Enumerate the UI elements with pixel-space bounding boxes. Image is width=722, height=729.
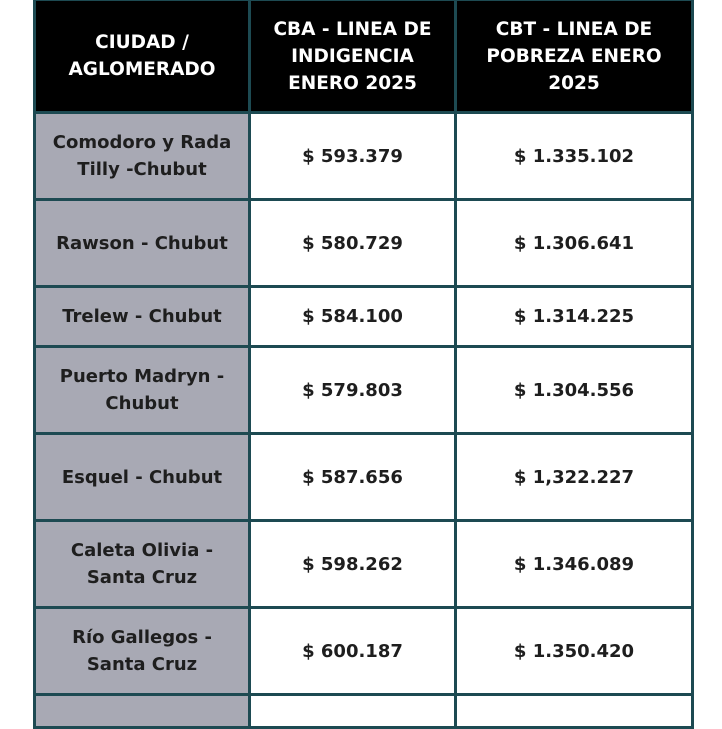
city-cell-empty (33, 693, 251, 729)
table-row-cutoff (33, 693, 694, 729)
header-row: CIUDAD / AGLOMERADO CBA - LINEA DE INDIG… (33, 0, 694, 114)
city-cell: Puerto Madryn - Chubut (33, 345, 251, 435)
cbt-cell: $ 1.335.102 (454, 111, 694, 201)
header-cba: CBA - LINEA DE INDIGENCIA ENERO 2025 (248, 0, 457, 114)
cba-cell: $ 579.803 (248, 345, 457, 435)
cbt-cell-empty (454, 693, 694, 729)
cbt-cell: $ 1.314.225 (454, 285, 694, 348)
city-cell: Trelew - Chubut (33, 285, 251, 348)
cba-cell: $ 593.379 (248, 111, 457, 201)
cba-cell: $ 584.100 (248, 285, 457, 348)
cbt-cell: $ 1.350.420 (454, 606, 694, 696)
poverty-line-table: CIUDAD / AGLOMERADO CBA - LINEA DE INDIG… (33, 0, 694, 729)
city-cell: Caleta Olivia - Santa Cruz (33, 519, 251, 609)
table-row: Caleta Olivia - Santa Cruz $ 598.262 $ 1… (33, 519, 694, 609)
cbt-cell: $ 1.306.641 (454, 198, 694, 288)
header-cbt: CBT - LINEA DE POBREZA ENERO 2025 (454, 0, 694, 114)
table-row: Puerto Madryn - Chubut $ 579.803 $ 1.304… (33, 345, 694, 435)
city-cell: Esquel - Chubut (33, 432, 251, 522)
cbt-cell: $ 1,322.227 (454, 432, 694, 522)
table-row: Trelew - Chubut $ 584.100 $ 1.314.225 (33, 285, 694, 348)
cba-cell-empty (248, 693, 457, 729)
table-row: Esquel - Chubut $ 587.656 $ 1,322.227 (33, 432, 694, 522)
cba-cell: $ 580.729 (248, 198, 457, 288)
header-city: CIUDAD / AGLOMERADO (33, 0, 251, 114)
city-cell: Rawson - Chubut (33, 198, 251, 288)
cba-cell: $ 598.262 (248, 519, 457, 609)
table-row: Comodoro y Rada Tilly -Chubut $ 593.379 … (33, 111, 694, 201)
city-cell: Río Gallegos - Santa Cruz (33, 606, 251, 696)
cbt-cell: $ 1.346.089 (454, 519, 694, 609)
price-table-container: CIUDAD / AGLOMERADO CBA - LINEA DE INDIG… (33, 0, 694, 729)
table-row: Rawson - Chubut $ 580.729 $ 1.306.641 (33, 198, 694, 288)
cba-cell: $ 587.656 (248, 432, 457, 522)
cbt-cell: $ 1.304.556 (454, 345, 694, 435)
city-cell: Comodoro y Rada Tilly -Chubut (33, 111, 251, 201)
table-row: Río Gallegos - Santa Cruz $ 600.187 $ 1.… (33, 606, 694, 696)
cba-cell: $ 600.187 (248, 606, 457, 696)
